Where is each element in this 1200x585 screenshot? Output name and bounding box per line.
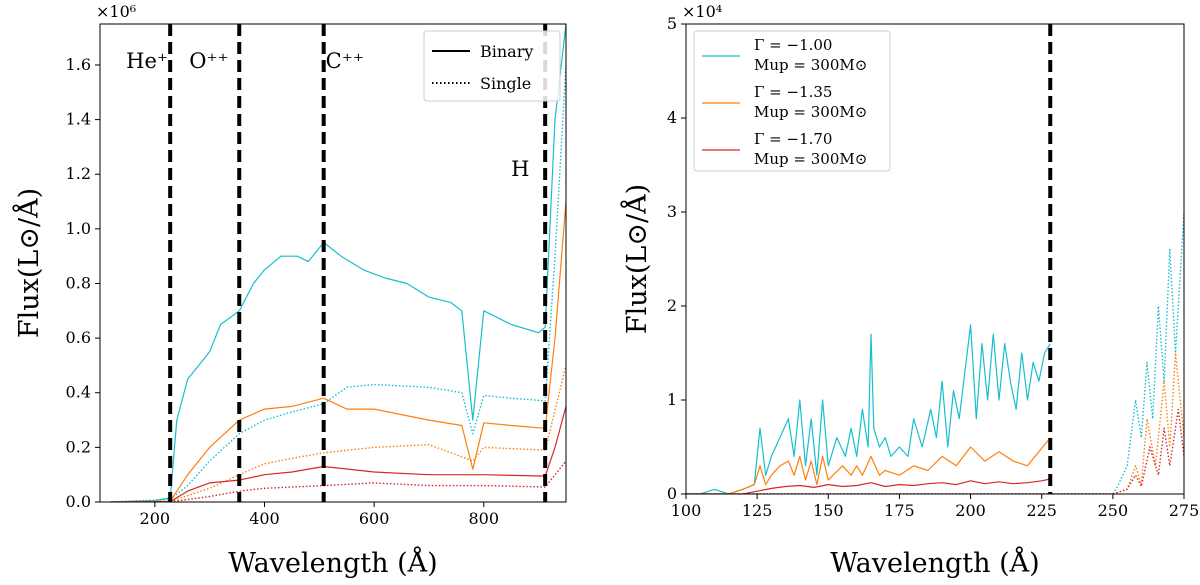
right-legend-box bbox=[693, 30, 891, 172]
right-series-group bbox=[686, 211, 1184, 494]
left-ytick-label-3: 0.6 bbox=[66, 328, 91, 347]
left-ytick-label-8: 1.6 bbox=[66, 55, 91, 74]
left-chart: 200 400 600 8000.00.20.40.60.81.01.21.41.6 … bbox=[12, 2, 567, 579]
right-xtick-label-6: 250 bbox=[1098, 501, 1129, 520]
right-xtick-label-0: 100 bbox=[671, 501, 702, 520]
right-ytick-label-3: 3 bbox=[667, 202, 677, 221]
legend-gamma-100-label: Γ = −1.00 bbox=[754, 36, 832, 54]
right-ticks: 100 125 150 175 200 225 250 275 0 1 2 3 4 5 bbox=[667, 14, 1199, 520]
right-series-5 bbox=[686, 408, 1184, 494]
right-y-axis-label: Flux(L⊙/Å) bbox=[620, 184, 653, 334]
left-axes-frame bbox=[99, 23, 567, 503]
right-series-1 bbox=[686, 211, 1184, 494]
right-xtick-label-2: 150 bbox=[813, 501, 844, 520]
left-legend-box bbox=[423, 30, 561, 102]
left-ytick-label-1: 0.2 bbox=[66, 437, 91, 456]
left-ticks: 200 400 600 800 0.0 0.2 0.4 0.6 0.8 1.0 1.2 1.4 1.6 bbox=[66, 55, 499, 528]
right-x-axis-label: Wavelength (Å) bbox=[830, 546, 1039, 579]
left-y-multiplier: ×10⁶ bbox=[96, 2, 136, 21]
left-vlines bbox=[168, 24, 548, 502]
left-series-2 bbox=[110, 201, 566, 502]
left-y-axis-label: Flux(L⊙/Å) bbox=[12, 188, 45, 338]
left-vline-label-2: C⁺⁺ bbox=[326, 49, 364, 73]
left-xtick-label-2: 600 bbox=[359, 509, 390, 528]
left-ytick-label-4: 0.8 bbox=[66, 273, 91, 292]
right-legend: Γ = −1.00 Mup = 300M⊙ Γ = −1.35 Mup = 30… bbox=[693, 30, 891, 172]
left-x-axis-label: Wavelength (Å) bbox=[228, 546, 437, 579]
left-ytick-label-2: 0.4 bbox=[66, 383, 91, 402]
right-ytick-label-5: 5 bbox=[667, 14, 677, 33]
right-ytick-label-2: 2 bbox=[667, 296, 677, 315]
left-series-4 bbox=[110, 406, 566, 502]
legend-gamma-100-mup: Mup = 300M⊙ bbox=[754, 56, 867, 74]
right-ytick-label-1: 1 bbox=[667, 390, 677, 409]
right-xtick-label-4: 200 bbox=[955, 501, 986, 520]
right-xtick-label-5: 225 bbox=[1026, 501, 1057, 520]
left-xtick-label-1: 400 bbox=[249, 509, 280, 528]
left-ytick-label-5: 1.0 bbox=[66, 219, 91, 238]
left-xtick-label-3: 800 bbox=[468, 509, 499, 528]
right-xtick-label-3: 175 bbox=[884, 501, 915, 520]
right-xtick-label-7: 275 bbox=[1169, 501, 1200, 520]
right-series-4 bbox=[686, 478, 1051, 494]
legend-gamma-135-label: Γ = −1.35 bbox=[754, 83, 832, 101]
left-vline-label-1: O⁺⁺ bbox=[189, 49, 228, 73]
right-ytick-label-0: 0 bbox=[667, 484, 677, 503]
left-vline-label-0: He⁺ bbox=[126, 49, 168, 73]
right-chart: 100 125 150 175 200 225 250 275 0 1 2 3 4 5 ×10⁴ Wave… bbox=[620, 2, 1199, 579]
left-ytick-label-0: 0.0 bbox=[66, 492, 91, 511]
legend-single-label: Single bbox=[480, 74, 531, 93]
left-legend: Binary Single bbox=[423, 30, 561, 102]
legend-gamma-135-mup: Mup = 300M⊙ bbox=[754, 103, 867, 121]
right-axes-frame bbox=[685, 23, 1185, 495]
legend-binary-label: Binary bbox=[480, 42, 533, 61]
left-xtick-label-0: 200 bbox=[140, 509, 171, 528]
right-series-3 bbox=[686, 352, 1184, 494]
right-y-multiplier: ×10⁴ bbox=[682, 2, 722, 21]
left-ytick-label-6: 1.2 bbox=[66, 164, 91, 183]
left-series-3 bbox=[110, 365, 566, 502]
left-series-1 bbox=[110, 64, 566, 502]
right-xtick-label-1: 125 bbox=[742, 501, 773, 520]
right-series-0 bbox=[686, 324, 1051, 494]
legend-gamma-170-label: Γ = −1.70 bbox=[754, 130, 832, 148]
right-series-2 bbox=[686, 437, 1051, 494]
left-vline-label-3: H bbox=[511, 157, 529, 181]
right-ytick-label-4: 4 bbox=[667, 108, 677, 127]
legend-gamma-170-mup: Mup = 300M⊙ bbox=[754, 150, 867, 168]
left-ytick-label-7: 1.4 bbox=[66, 110, 91, 129]
left-line-labels: He⁺ O⁺⁺ C⁺⁺ H bbox=[126, 49, 529, 181]
